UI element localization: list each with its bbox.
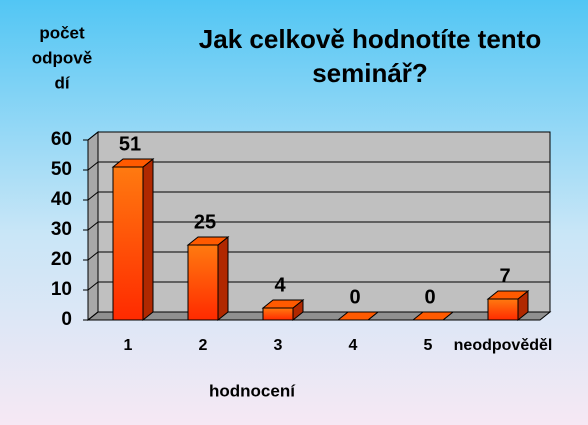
bar-top	[486, 290, 530, 300]
bar	[111, 157, 155, 322]
bar-front	[187, 244, 219, 321]
bar	[486, 289, 530, 322]
data-label: 0	[349, 286, 360, 308]
data-label: 51	[119, 133, 141, 155]
y-tick-label: 40	[51, 189, 72, 210]
x-tick-label: 1	[124, 337, 133, 354]
title-box: Jak celkově hodnotíte tento seminář?	[198, 24, 542, 88]
x-tick-label: 5	[424, 337, 433, 354]
bar-front	[487, 298, 519, 321]
bar-top	[111, 158, 155, 168]
y-tick-label: 50	[51, 159, 72, 180]
bar-side	[142, 157, 154, 322]
grid-line	[87, 191, 99, 201]
bar-front	[262, 307, 294, 321]
bar-top	[186, 236, 230, 246]
x-tick-label: 4	[349, 337, 358, 354]
bar-side	[217, 235, 229, 322]
grid-line	[87, 281, 99, 291]
y-tick-label: 10	[51, 279, 72, 300]
y-axis-label: dí	[54, 73, 70, 92]
bar-top	[261, 299, 305, 309]
data-label: 0	[424, 286, 435, 308]
x-tick-label: neodpověděl	[454, 337, 553, 354]
x-tick-label: 2	[199, 337, 208, 354]
grid-line	[87, 251, 99, 261]
y-tick-label: 0	[61, 309, 72, 330]
data-label: 7	[499, 265, 510, 287]
floor	[86, 311, 552, 321]
grid-line	[87, 221, 99, 231]
bar	[261, 298, 305, 322]
bar-front	[112, 166, 144, 321]
grid-line	[87, 311, 99, 321]
y-tick-label: 20	[51, 249, 72, 270]
y-tick-label: 30	[51, 219, 72, 240]
data-label: 25	[194, 211, 216, 233]
grid-line	[87, 161, 99, 171]
x-tick-label: 3	[274, 337, 283, 354]
y-tick-label: 60	[51, 129, 72, 150]
chart-title: Jak celkově hodnotíte tento seminář?	[198, 24, 542, 88]
grid-line	[87, 131, 99, 141]
y-axis-label: odpově	[32, 48, 92, 67]
bar	[186, 235, 230, 322]
data-label: 4	[274, 274, 286, 296]
y-axis-label: počet	[39, 23, 85, 42]
x-axis-label: hodnocení	[209, 381, 296, 400]
